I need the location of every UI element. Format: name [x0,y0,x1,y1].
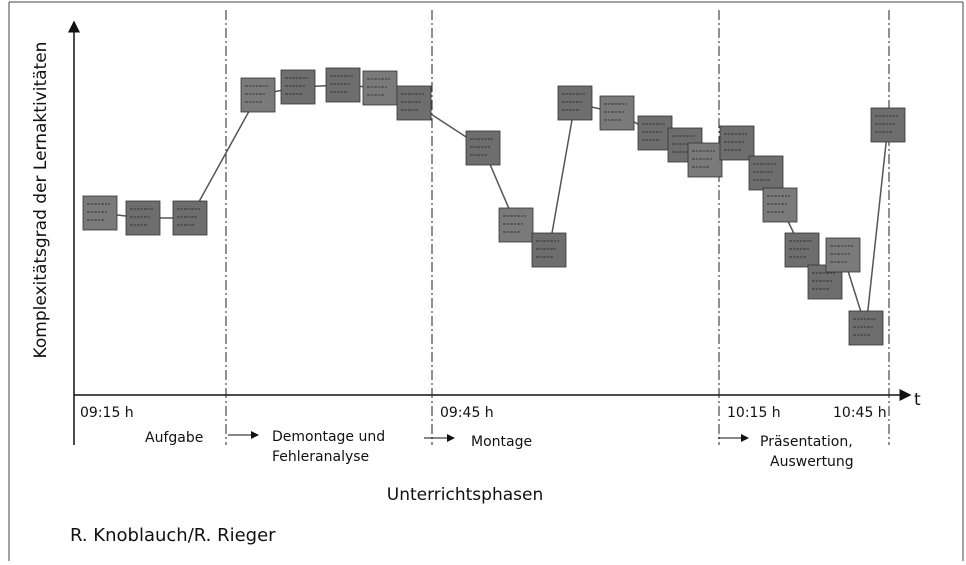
sticky-note [326,68,360,102]
time-label: 09:45 h [440,405,494,421]
sticky-note [749,156,783,190]
x-axis-label: t [914,390,921,410]
sticky-note [558,86,592,120]
sticky-note [849,311,883,345]
sticky-note [826,238,860,272]
sticky-note [600,96,634,130]
sticky-note [126,201,160,235]
time-label: 09:15 h [80,405,134,421]
sticky-note [871,108,905,142]
sticky-note [241,78,275,112]
sticky-notes [83,68,905,345]
sticky-note [466,131,500,165]
caption: Unterrichtsphasen [387,485,543,505]
sticky-note [638,116,672,150]
y-axis-label: Komplexitätsgrad der Lernaktivitäten [31,42,51,359]
sticky-note [499,208,533,242]
author: R. Knoblauch/R. Rieger [70,525,276,546]
phase-label: Auswertung [770,454,854,470]
phase-dividers [226,10,889,445]
phase-label: Montage [471,434,532,450]
sticky-note [532,233,566,267]
phase-label: Fehleranalyse [272,449,369,465]
phase-label: Aufgabe [145,430,203,446]
sticky-note [785,233,819,267]
time-label: 10:15 h [727,405,781,421]
sticky-note [397,86,431,120]
time-label: 10:45 h [833,405,887,421]
sticky-note [173,201,207,235]
sticky-note [281,70,315,104]
phase-label: Präsentation, [760,434,853,450]
phase-label: Demontage und [272,429,385,445]
sticky-note [763,188,797,222]
diagram: Komplexitätsgrad der Lernaktivitäten t 0… [0,0,966,561]
sticky-note [83,196,117,230]
sticky-note [720,126,754,160]
sticky-note [688,143,722,177]
sticky-note [363,71,397,105]
